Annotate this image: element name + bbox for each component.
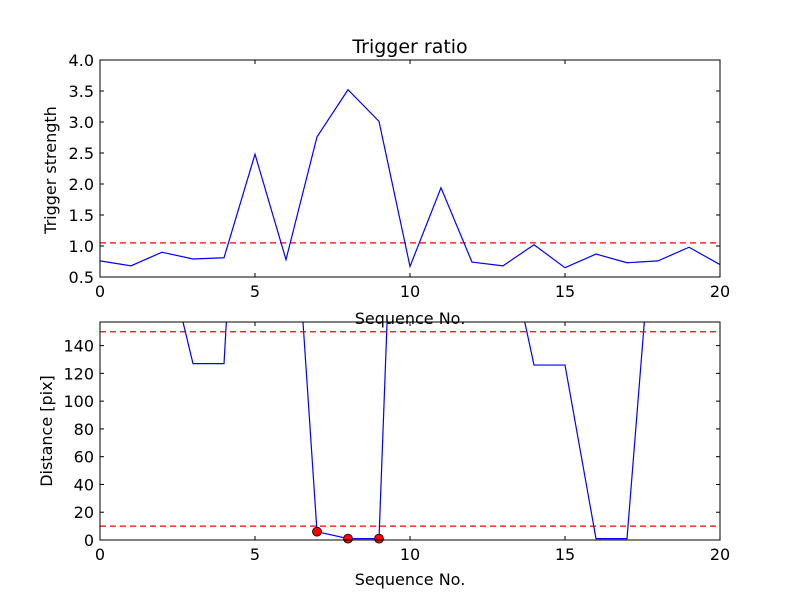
- y-tick-label: 1.5: [69, 206, 94, 225]
- y-tick-label: 100: [63, 392, 94, 411]
- series-line: [182, 322, 645, 540]
- trigger-ratio-plot: Trigger ratio Sequence No. Trigger stren…: [41, 36, 730, 328]
- data-point-marker: [343, 533, 353, 544]
- data-point-marker: [374, 533, 384, 544]
- y-tick-label: 80: [74, 420, 94, 439]
- y-tick-label: 4.0: [69, 51, 94, 70]
- distance-plot: Sequence No. Distance [pix] 0 5 10 15 20 0 20 4…: [37, 321, 730, 589]
- y-tick-label: 120: [63, 364, 94, 383]
- x-axis-label: Sequence No.: [355, 570, 466, 589]
- y-tick-label: 2.0: [69, 175, 94, 194]
- x-tick-label: 15: [555, 545, 575, 564]
- y-tick-label: 40: [74, 475, 94, 494]
- x-tick-label: 0: [95, 545, 105, 564]
- x-tick-label: 20: [710, 545, 730, 564]
- chart-title: Trigger ratio: [351, 36, 467, 58]
- x-tick-label: 5: [250, 282, 260, 301]
- y-tick-label: 140: [63, 337, 94, 356]
- y-tick-label: 60: [74, 448, 94, 467]
- x-tick-label: 20: [710, 282, 730, 301]
- y-tick-label: 0: [84, 531, 94, 550]
- y-tick-label: 1.0: [69, 237, 94, 256]
- x-tick-label: 5: [250, 545, 260, 564]
- data-point-marker: [312, 526, 322, 537]
- y-axis-label: Distance [pix]: [37, 375, 56, 487]
- x-tick-label: 10: [400, 545, 420, 564]
- y-axis-label: Trigger strength: [41, 106, 60, 235]
- series-line: [100, 88, 720, 269]
- y-tick-label: 3.5: [69, 82, 94, 101]
- x-axis-label: Sequence No.: [355, 309, 466, 328]
- x-tick-label: 0: [95, 282, 105, 301]
- y-tick-label: 0.5: [69, 268, 94, 287]
- x-tick-label: 15: [555, 282, 575, 301]
- y-tick-label: 3.0: [69, 113, 94, 132]
- x-tick-label: 10: [400, 282, 420, 301]
- y-tick-label: 20: [74, 503, 94, 522]
- y-tick-label: 2.5: [69, 144, 94, 163]
